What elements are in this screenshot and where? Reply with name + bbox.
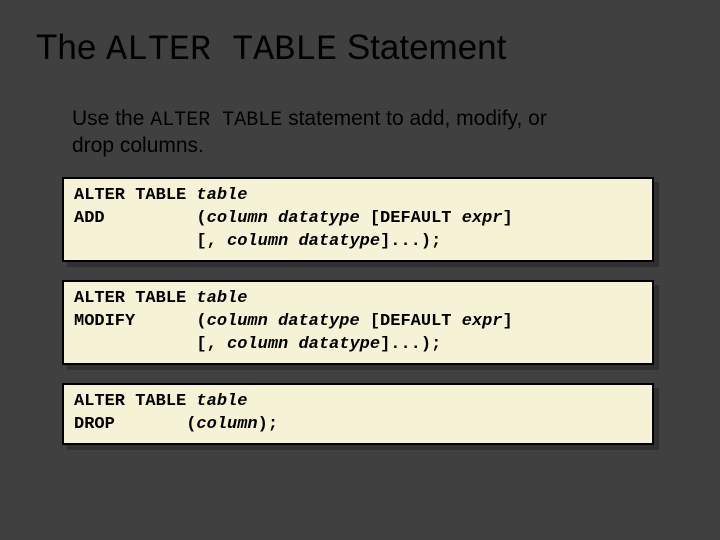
code-text: [, — [74, 232, 227, 251]
code-text: ); — [258, 415, 278, 434]
code-text: ALTER TABLE — [74, 392, 196, 411]
slide-title: The ALTER TABLE Statement — [0, 0, 720, 70]
code-italic: table — [196, 186, 247, 205]
code-text: ALTER TABLE — [74, 289, 196, 308]
code-italic: expr — [462, 209, 503, 228]
code-italic: column datatype — [227, 232, 380, 251]
code-text: DROP ( — [74, 415, 196, 434]
code-text: [, — [74, 335, 227, 354]
code-text: ] — [503, 312, 513, 331]
codeblock-0: ALTER TABLE table ADD (column datatype [… — [62, 177, 654, 262]
code-text: MODIFY ( — [74, 312, 207, 331]
subtitle-code: ALTER TABLE — [150, 109, 282, 132]
code-italic: table — [196, 289, 247, 308]
code-text: [DEFAULT — [360, 312, 462, 331]
code-text: ] — [503, 209, 513, 228]
code-text: ]...); — [380, 232, 441, 251]
code-italic: column — [196, 415, 257, 434]
subtitle-prefix: Use the — [72, 107, 150, 130]
title-suffix: Statement — [337, 28, 506, 67]
codeblock-content: ALTER TABLE table MODIFY (column datatyp… — [62, 280, 654, 365]
code-italic: expr — [462, 312, 503, 331]
codeblocks-container: ALTER TABLE table ADD (column datatype [… — [0, 177, 720, 445]
codeblock-2: ALTER TABLE table DROP (column); — [62, 383, 654, 445]
code-text: ALTER TABLE — [74, 186, 196, 205]
slide: The ALTER TABLE Statement Use the ALTER … — [0, 0, 720, 540]
codeblock-content: ALTER TABLE table DROP (column); — [62, 383, 654, 445]
code-text: ]...); — [380, 335, 441, 354]
code-italic: column datatype — [207, 312, 360, 331]
title-prefix: The — [36, 28, 106, 67]
slide-subtitle: Use the ALTER TABLE statement to add, mo… — [0, 70, 590, 159]
code-italic: table — [196, 392, 247, 411]
code-text: [DEFAULT — [360, 209, 462, 228]
title-code: ALTER TABLE — [106, 30, 337, 70]
code-italic: column datatype — [227, 335, 380, 354]
code-text: ADD ( — [74, 209, 207, 228]
codeblock-content: ALTER TABLE table ADD (column datatype [… — [62, 177, 654, 262]
code-italic: column datatype — [207, 209, 360, 228]
codeblock-1: ALTER TABLE table MODIFY (column datatyp… — [62, 280, 654, 365]
